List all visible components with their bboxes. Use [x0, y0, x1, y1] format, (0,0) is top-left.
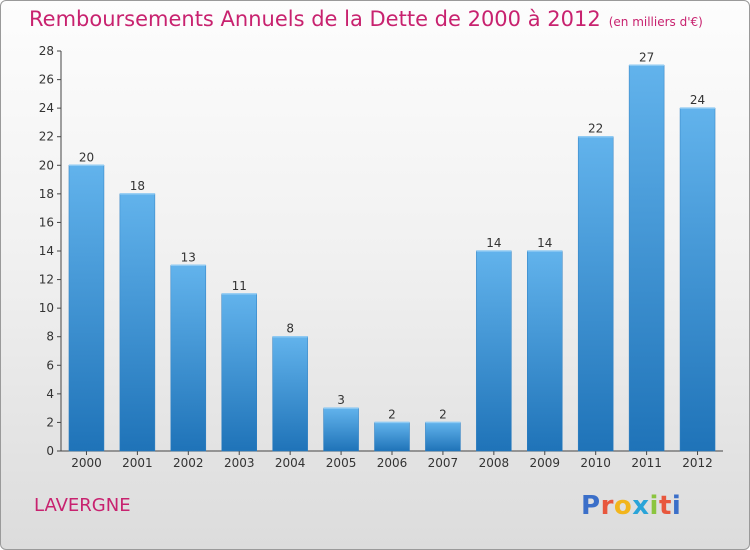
- y-tick-label: 14: [39, 244, 54, 258]
- y-tick-label: 0: [46, 444, 54, 458]
- data-label: 27: [639, 50, 654, 64]
- y-tick-label: 10: [39, 301, 54, 315]
- logo-letter: t: [658, 491, 672, 521]
- data-label: 14: [537, 236, 552, 250]
- y-tick-label: 24: [39, 101, 54, 115]
- x-tick-label: 2010: [580, 456, 611, 470]
- logo-letter: i: [649, 491, 659, 521]
- y-tick-label: 20: [39, 158, 54, 172]
- bars: [68, 64, 716, 452]
- logo-letter: P: [581, 491, 601, 521]
- y-tick-label: 18: [39, 187, 54, 201]
- data-label: 13: [181, 250, 196, 264]
- x-tick-label: 2003: [224, 456, 255, 470]
- x-tick-label: 2007: [428, 456, 459, 470]
- data-label: 14: [486, 236, 501, 250]
- proxiti-logo: Proxiti: [581, 491, 681, 521]
- logo-letter: i: [671, 491, 682, 521]
- x-tick-label: 2000: [71, 456, 102, 470]
- bar-2008: [476, 250, 512, 452]
- data-label: 2: [439, 407, 447, 421]
- bar-2000: [68, 165, 105, 452]
- x-tick-label: 2004: [275, 456, 306, 470]
- chart-subtitle: (en milliers d'€): [608, 15, 703, 29]
- bar-2006: [374, 422, 410, 452]
- y-tick-label: 28: [39, 44, 54, 58]
- data-label: 11: [232, 279, 247, 293]
- y-tick-label: 6: [46, 358, 54, 372]
- logo-letter: r: [600, 491, 614, 521]
- data-label: 8: [286, 322, 294, 336]
- bar-2012: [679, 107, 716, 452]
- bar-2007: [425, 422, 461, 452]
- bar-2010: [577, 136, 614, 452]
- data-label: 2: [388, 407, 396, 421]
- data-label: 18: [130, 179, 145, 193]
- data-label: 3: [337, 393, 345, 407]
- y-tick-label: 16: [39, 215, 54, 229]
- y-tick-label: 22: [39, 130, 54, 144]
- y-tick-label: 2: [46, 415, 54, 429]
- data-label: 22: [588, 122, 603, 136]
- y-tick-label: 12: [39, 273, 54, 287]
- logo-letter: o: [613, 491, 633, 521]
- bar-2011: [628, 65, 665, 452]
- x-tick-label: 2011: [631, 456, 662, 470]
- commune-name: LAVERGNE: [34, 495, 131, 516]
- bar-2005: [323, 407, 359, 452]
- x-tick-label: 2006: [377, 456, 408, 470]
- x-tick-label: 2005: [326, 456, 357, 470]
- y-tick-label: 4: [46, 387, 54, 401]
- chart-title-block: Remboursements Annuels de la Dette de 20…: [29, 7, 703, 31]
- x-tick-label: 2008: [479, 456, 510, 470]
- bar-2003: [221, 293, 257, 452]
- logo-letter: x: [632, 491, 650, 521]
- y-tick-label: 26: [39, 73, 54, 87]
- x-tick-label: 2002: [173, 456, 204, 470]
- chart-title: Remboursements Annuels de la Dette de 20…: [29, 7, 601, 31]
- bar-2002: [170, 265, 207, 452]
- x-tick-label: 2001: [122, 456, 153, 470]
- data-label: 24: [690, 93, 705, 107]
- bar-2004: [272, 336, 308, 452]
- bar-2001: [119, 193, 156, 452]
- x-tick-label: 2012: [682, 456, 713, 470]
- bar-2009: [527, 250, 563, 452]
- x-tick-label: 2009: [529, 456, 560, 470]
- y-tick-label: 8: [46, 330, 54, 344]
- data-label: 20: [79, 150, 94, 164]
